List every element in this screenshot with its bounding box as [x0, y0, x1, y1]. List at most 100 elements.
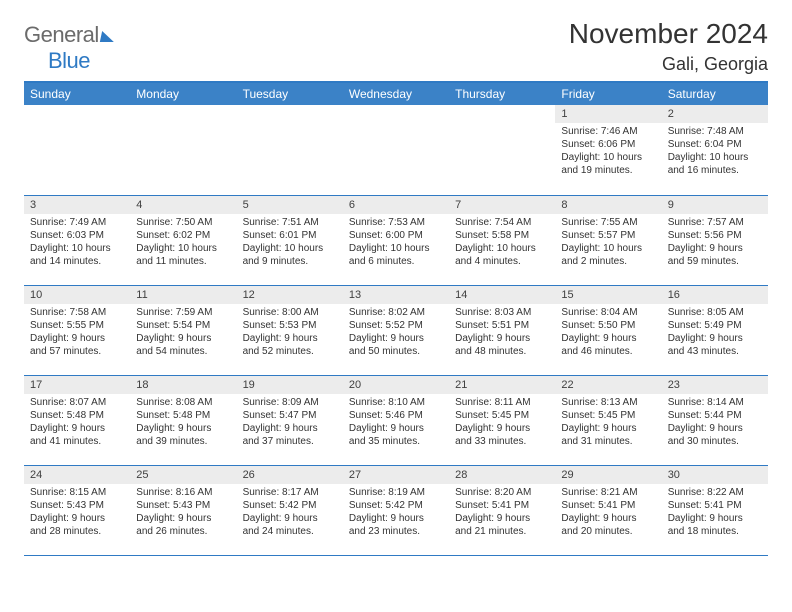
calendar-cell: 9Sunrise: 7:57 AMSunset: 5:56 PMDaylight… — [662, 195, 768, 285]
sunset-text: Sunset: 5:50 PM — [561, 319, 655, 332]
daylight-text: Daylight: 9 hours and 26 minutes. — [136, 512, 230, 538]
day-number-empty — [130, 105, 236, 123]
day-number: 7 — [449, 196, 555, 214]
daylight-text: Daylight: 9 hours and 50 minutes. — [349, 332, 443, 358]
day-number: 1 — [555, 105, 661, 123]
day-number: 23 — [662, 376, 768, 394]
day-number: 2 — [662, 105, 768, 123]
day-number: 13 — [343, 286, 449, 304]
day-number: 29 — [555, 466, 661, 484]
day-number: 8 — [555, 196, 661, 214]
weekday-header: Wednesday — [343, 82, 449, 105]
day-number: 16 — [662, 286, 768, 304]
calendar-cell: 20Sunrise: 8:10 AMSunset: 5:46 PMDayligh… — [343, 375, 449, 465]
day-body: Sunrise: 8:13 AMSunset: 5:45 PMDaylight:… — [555, 394, 661, 452]
day-number: 5 — [237, 196, 343, 214]
logo-word-stack: General Blue — [24, 22, 115, 74]
calendar-body: 1Sunrise: 7:46 AMSunset: 6:06 PMDaylight… — [24, 105, 768, 555]
sunrise-text: Sunrise: 8:02 AM — [349, 306, 443, 319]
sunset-text: Sunset: 5:58 PM — [455, 229, 549, 242]
calendar-week-row: 1Sunrise: 7:46 AMSunset: 6:06 PMDaylight… — [24, 105, 768, 195]
page-title: November 2024 — [569, 18, 768, 50]
day-number-empty — [24, 105, 130, 123]
daylight-text: Daylight: 9 hours and 33 minutes. — [455, 422, 549, 448]
sunrise-text: Sunrise: 7:57 AM — [668, 216, 762, 229]
daylight-text: Daylight: 10 hours and 2 minutes. — [561, 242, 655, 268]
day-number: 17 — [24, 376, 130, 394]
daylight-text: Daylight: 9 hours and 52 minutes. — [243, 332, 337, 358]
calendar-cell: 7Sunrise: 7:54 AMSunset: 5:58 PMDaylight… — [449, 195, 555, 285]
daylight-text: Daylight: 9 hours and 43 minutes. — [668, 332, 762, 358]
day-number: 14 — [449, 286, 555, 304]
calendar-cell: 14Sunrise: 8:03 AMSunset: 5:51 PMDayligh… — [449, 285, 555, 375]
daylight-text: Daylight: 10 hours and 9 minutes. — [243, 242, 337, 268]
sunrise-text: Sunrise: 7:49 AM — [30, 216, 124, 229]
calendar-table: Sunday Monday Tuesday Wednesday Thursday… — [24, 81, 768, 556]
sunset-text: Sunset: 5:57 PM — [561, 229, 655, 242]
day-body: Sunrise: 7:55 AMSunset: 5:57 PMDaylight:… — [555, 214, 661, 272]
day-number: 20 — [343, 376, 449, 394]
daylight-text: Daylight: 10 hours and 4 minutes. — [455, 242, 549, 268]
daylight-text: Daylight: 9 hours and 37 minutes. — [243, 422, 337, 448]
day-body: Sunrise: 8:07 AMSunset: 5:48 PMDaylight:… — [24, 394, 130, 452]
calendar-cell: 30Sunrise: 8:22 AMSunset: 5:41 PMDayligh… — [662, 465, 768, 555]
day-body: Sunrise: 7:50 AMSunset: 6:02 PMDaylight:… — [130, 214, 236, 272]
calendar-cell: 19Sunrise: 8:09 AMSunset: 5:47 PMDayligh… — [237, 375, 343, 465]
day-body: Sunrise: 8:02 AMSunset: 5:52 PMDaylight:… — [343, 304, 449, 362]
day-body: Sunrise: 8:19 AMSunset: 5:42 PMDaylight:… — [343, 484, 449, 542]
calendar-cell: 18Sunrise: 8:08 AMSunset: 5:48 PMDayligh… — [130, 375, 236, 465]
calendar-cell: 27Sunrise: 8:19 AMSunset: 5:42 PMDayligh… — [343, 465, 449, 555]
calendar-cell — [237, 105, 343, 195]
sunset-text: Sunset: 5:43 PM — [30, 499, 124, 512]
day-number: 27 — [343, 466, 449, 484]
daylight-text: Daylight: 9 hours and 59 minutes. — [668, 242, 762, 268]
calendar-cell: 6Sunrise: 7:53 AMSunset: 6:00 PMDaylight… — [343, 195, 449, 285]
day-number: 11 — [130, 286, 236, 304]
day-body: Sunrise: 8:08 AMSunset: 5:48 PMDaylight:… — [130, 394, 236, 452]
sunset-text: Sunset: 6:04 PM — [668, 138, 762, 151]
daylight-text: Daylight: 9 hours and 46 minutes. — [561, 332, 655, 358]
day-number: 21 — [449, 376, 555, 394]
daylight-text: Daylight: 9 hours and 24 minutes. — [243, 512, 337, 538]
calendar-cell: 15Sunrise: 8:04 AMSunset: 5:50 PMDayligh… — [555, 285, 661, 375]
sunset-text: Sunset: 5:46 PM — [349, 409, 443, 422]
day-number: 19 — [237, 376, 343, 394]
calendar-cell: 24Sunrise: 8:15 AMSunset: 5:43 PMDayligh… — [24, 465, 130, 555]
daylight-text: Daylight: 9 hours and 23 minutes. — [349, 512, 443, 538]
sunrise-text: Sunrise: 8:13 AM — [561, 396, 655, 409]
day-body: Sunrise: 7:58 AMSunset: 5:55 PMDaylight:… — [24, 304, 130, 362]
day-body: Sunrise: 8:15 AMSunset: 5:43 PMDaylight:… — [24, 484, 130, 542]
sunset-text: Sunset: 5:45 PM — [455, 409, 549, 422]
sunrise-text: Sunrise: 8:19 AM — [349, 486, 443, 499]
calendar-cell: 1Sunrise: 7:46 AMSunset: 6:06 PMDaylight… — [555, 105, 661, 195]
sunset-text: Sunset: 5:54 PM — [136, 319, 230, 332]
sunset-text: Sunset: 5:44 PM — [668, 409, 762, 422]
daylight-text: Daylight: 9 hours and 21 minutes. — [455, 512, 549, 538]
daylight-text: Daylight: 9 hours and 28 minutes. — [30, 512, 124, 538]
sunrise-text: Sunrise: 8:14 AM — [668, 396, 762, 409]
sunset-text: Sunset: 5:55 PM — [30, 319, 124, 332]
calendar-week-row: 17Sunrise: 8:07 AMSunset: 5:48 PMDayligh… — [24, 375, 768, 465]
calendar-cell: 17Sunrise: 8:07 AMSunset: 5:48 PMDayligh… — [24, 375, 130, 465]
sunrise-text: Sunrise: 7:50 AM — [136, 216, 230, 229]
calendar-cell: 28Sunrise: 8:20 AMSunset: 5:41 PMDayligh… — [449, 465, 555, 555]
calendar-week-row: 10Sunrise: 7:58 AMSunset: 5:55 PMDayligh… — [24, 285, 768, 375]
header: General Blue November 2024 Gali, Georgia — [24, 18, 768, 75]
logo-triangle-icon — [100, 31, 116, 42]
day-body: Sunrise: 7:51 AMSunset: 6:01 PMDaylight:… — [237, 214, 343, 272]
day-body: Sunrise: 8:16 AMSunset: 5:43 PMDaylight:… — [130, 484, 236, 542]
daylight-text: Daylight: 9 hours and 30 minutes. — [668, 422, 762, 448]
day-number: 9 — [662, 196, 768, 214]
day-body: Sunrise: 8:05 AMSunset: 5:49 PMDaylight:… — [662, 304, 768, 362]
daylight-text: Daylight: 9 hours and 35 minutes. — [349, 422, 443, 448]
day-body: Sunrise: 8:20 AMSunset: 5:41 PMDaylight:… — [449, 484, 555, 542]
sunset-text: Sunset: 5:48 PM — [30, 409, 124, 422]
daylight-text: Daylight: 10 hours and 19 minutes. — [561, 151, 655, 177]
logo-word1: General — [24, 22, 99, 47]
day-body: Sunrise: 8:09 AMSunset: 5:47 PMDaylight:… — [237, 394, 343, 452]
sunrise-text: Sunrise: 8:21 AM — [561, 486, 655, 499]
day-number: 30 — [662, 466, 768, 484]
weekday-header: Saturday — [662, 82, 768, 105]
day-body: Sunrise: 7:53 AMSunset: 6:00 PMDaylight:… — [343, 214, 449, 272]
daylight-text: Daylight: 9 hours and 57 minutes. — [30, 332, 124, 358]
